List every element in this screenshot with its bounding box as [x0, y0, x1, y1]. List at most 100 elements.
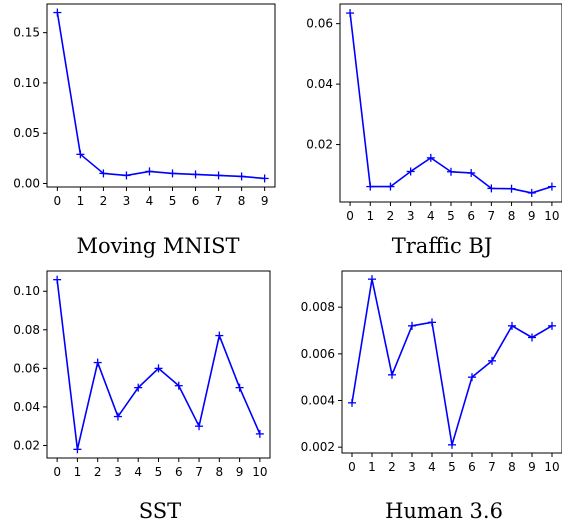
caption-human-3-6: Human 3.6 — [385, 499, 503, 523]
x-tick-label: 6 — [467, 209, 475, 223]
x-tick-label: 2 — [387, 209, 395, 223]
x-tick-label: 7 — [488, 460, 496, 474]
x-tick-label: 9 — [528, 460, 536, 474]
data-point — [467, 168, 476, 177]
x-tick-label: 9 — [528, 209, 536, 223]
plot-area: 0.02 0.04 0.06 0.08 0.10 0 1 2 3 4 5 6 7 8 9 10 — [13, 270, 271, 479]
data-point — [548, 321, 556, 330]
data-point — [348, 398, 356, 407]
y-tick-label: 0.04 — [306, 77, 333, 91]
x-tick-label: 1 — [366, 209, 374, 223]
x-tick-label: 0 — [348, 460, 356, 474]
data-point — [73, 445, 82, 454]
x-tick-label: 9 — [261, 194, 269, 208]
data-point — [408, 321, 416, 330]
y-tick-label: 0.004 — [301, 394, 335, 408]
x-tick-label: 0 — [346, 209, 354, 223]
data-point — [386, 182, 395, 191]
panel-human-3-6: 0.002 0.004 0.006 0.008 0 1 2 3 4 5 6 7 8 9 10 Human 3… — [301, 270, 562, 523]
data-point — [260, 174, 269, 183]
data-point — [214, 171, 223, 180]
data-point — [134, 383, 143, 392]
x-tick-label: 3 — [407, 209, 415, 223]
x-tick-label: 0 — [54, 194, 62, 208]
x-tick-label: 10 — [544, 460, 559, 474]
x-tick-label: 8 — [238, 194, 246, 208]
series-line — [349, 12, 553, 194]
data-point — [53, 8, 62, 17]
x-tick-label: 1 — [77, 194, 85, 208]
data-point — [237, 172, 246, 181]
data-point — [235, 383, 244, 392]
data-point — [76, 150, 85, 159]
axes-frame — [46, 3, 276, 188]
data-point — [507, 184, 516, 193]
data-point — [368, 275, 376, 284]
data-point — [93, 358, 102, 367]
data-point — [488, 356, 496, 365]
data-point — [255, 429, 264, 438]
y-tick-label: 0.002 — [301, 440, 335, 454]
plot-area: 0.002 0.004 0.006 0.008 0 1 2 3 4 5 6 7 8 9 10 — [301, 270, 562, 474]
caption-moving-mnist: Moving MNIST — [77, 234, 240, 258]
data-point — [53, 275, 62, 284]
y-tick-label: 0.04 — [13, 400, 40, 414]
caption-traffic-bj: Traffic BJ — [392, 234, 493, 258]
series-line — [56, 12, 265, 180]
data-point — [547, 182, 556, 191]
y-tick-label: 0.06 — [306, 17, 333, 31]
data-point — [388, 370, 396, 379]
data-point — [113, 412, 122, 421]
data-point — [487, 184, 496, 193]
data-point — [346, 9, 355, 18]
x-tick-label: 4 — [146, 194, 154, 208]
y-tick-label: 0.008 — [301, 300, 335, 314]
x-tick-label: 8 — [508, 209, 516, 223]
caption-sst: SST — [139, 499, 181, 523]
y-tick-label: 0.006 — [301, 347, 335, 361]
x-tick-label: 2 — [94, 465, 102, 479]
data-point — [99, 169, 108, 178]
x-tick-label: 6 — [468, 460, 476, 474]
axes-frame — [341, 270, 562, 454]
data-point — [122, 171, 131, 180]
x-tick-label: 8 — [215, 465, 223, 479]
data-point — [195, 422, 204, 431]
data-point — [428, 318, 436, 327]
x-tick-label: 7 — [488, 209, 496, 223]
data-point — [508, 321, 516, 330]
data-point — [447, 167, 455, 176]
y-tick-label: 0.06 — [13, 361, 40, 375]
data-point — [406, 167, 415, 176]
x-tick-label: 3 — [123, 194, 131, 208]
x-tick-label: 4 — [427, 209, 435, 223]
data-point — [154, 364, 163, 373]
x-tick-label: 1 — [368, 460, 376, 474]
x-tick-label: 4 — [134, 465, 142, 479]
x-tick-label: 5 — [155, 465, 163, 479]
x-tick-label: 10 — [544, 209, 559, 223]
y-tick-label: 0.00 — [13, 176, 40, 190]
data-point — [215, 331, 224, 340]
data-point — [426, 153, 435, 162]
data-point — [527, 188, 536, 197]
plot-area: 0.00 0.05 0.10 0.15 0 1 2 3 4 5 6 7 8 9 — [13, 3, 276, 208]
x-tick-label: 6 — [192, 194, 200, 208]
x-tick-label: 4 — [428, 460, 436, 474]
data-point — [168, 169, 177, 178]
series-line — [351, 278, 553, 446]
x-tick-label: 5 — [169, 194, 177, 208]
x-tick-label: 1 — [74, 465, 82, 479]
y-tick-label: 0.05 — [13, 126, 40, 140]
data-point — [174, 381, 183, 390]
x-tick-label: 9 — [236, 465, 244, 479]
plot-area: 0.02 0.04 0.06 0 1 2 3 4 5 6 7 8 9 10 — [306, 3, 562, 223]
data-point — [448, 440, 456, 449]
x-tick-label: 2 — [100, 194, 108, 208]
y-tick-label: 0.02 — [306, 138, 333, 152]
data-point — [145, 167, 154, 176]
data-point — [191, 170, 200, 179]
y-tick-label: 0.02 — [13, 438, 40, 452]
x-tick-label: 2 — [388, 460, 396, 474]
